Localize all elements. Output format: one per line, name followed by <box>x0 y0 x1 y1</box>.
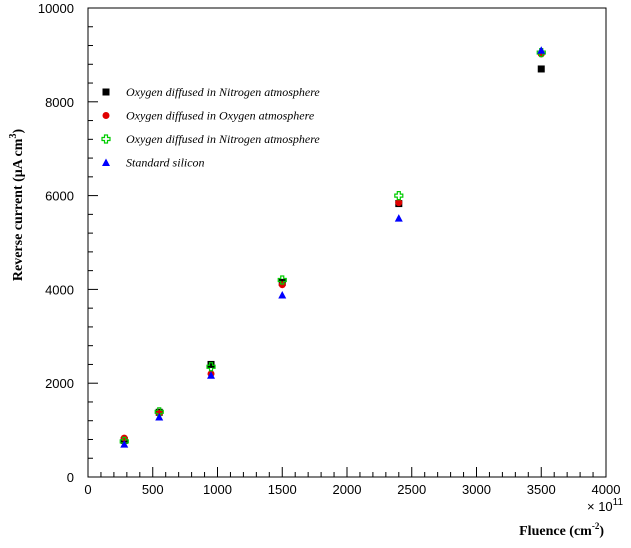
y-tick-label: 6000 <box>45 189 74 204</box>
y-tick-label: 4000 <box>45 282 74 297</box>
y-axis-title-close: ) <box>11 129 26 134</box>
data-points <box>119 46 546 448</box>
legend: Oxygen diffused in Nitrogen atmosphere Ox… <box>101 85 320 170</box>
x-tick-label: 2500 <box>397 482 426 497</box>
plot-frame <box>87 7 607 478</box>
y-axis-title-superscript: 3 <box>8 134 19 139</box>
data-point <box>394 191 404 201</box>
legend-marker <box>101 134 111 144</box>
x-axis-title-text: Fluence (cm <box>519 524 592 539</box>
data-point <box>537 65 545 73</box>
data-point <box>395 199 403 207</box>
x-multiplier-base: × 10 <box>587 499 613 514</box>
legend-item: Standard silicon <box>102 156 205 170</box>
legend-marker <box>102 88 110 96</box>
x-axis-title-close: ) <box>599 524 604 539</box>
legend-label: Standard silicon <box>126 156 205 170</box>
x-multiplier-exponent: 11 <box>613 497 624 508</box>
data-point <box>120 440 129 448</box>
x-axis-multiplier: × 1011 <box>587 497 623 514</box>
x-axis-title-superscript: -2 <box>592 521 600 531</box>
data-point <box>278 281 286 289</box>
legend-item: Oxygen diffused in Nitrogen atmosphere <box>101 132 320 146</box>
legend-label: Oxygen diffused in Oxygen atmosphere <box>126 109 315 123</box>
legend-marker <box>102 112 110 119</box>
y-tick-label: 8000 <box>45 95 74 110</box>
data-point <box>277 275 287 285</box>
legend-item: Oxygen diffused in Oxygen atmosphere <box>102 109 315 123</box>
x-tick-label: 1000 <box>203 482 232 497</box>
x-tick-label: 500 <box>142 482 164 497</box>
y-axis-title-text: Reverse current (μA cm <box>11 138 26 281</box>
legend-item: Oxygen diffused in Nitrogen atmosphere <box>102 85 320 99</box>
x-tick-label: 3000 <box>462 482 491 497</box>
x-tick-label: 2000 <box>333 482 362 497</box>
data-point <box>207 360 215 368</box>
legend-label: Oxygen diffused in Nitrogen atmosphere <box>126 132 320 146</box>
y-axis-tick-labels: 0 2000 4000 6000 8000 10000 <box>38 1 74 485</box>
y-axis-title: Reverse current (μA cm3) <box>8 129 26 282</box>
legend-marker <box>102 158 110 166</box>
data-point <box>537 46 546 54</box>
x-axis-ticks <box>87 467 607 477</box>
x-tick-label: 1500 <box>268 482 297 497</box>
x-tick-label: 0 <box>84 482 91 497</box>
x-tick-label: 3500 <box>527 482 556 497</box>
data-point <box>394 214 403 222</box>
y-tick-label: 0 <box>67 470 74 485</box>
y-axis-ticks <box>88 7 98 478</box>
legend-label: Oxygen diffused in Nitrogen atmosphere <box>126 85 320 99</box>
x-axis-title: Fluence (cm-2) <box>519 521 604 539</box>
x-axis-tick-labels: 0 500 1000 1500 2000 2500 3000 3500 4000 <box>84 482 620 497</box>
data-point <box>155 412 164 421</box>
y-tick-label: 2000 <box>45 376 74 391</box>
data-point <box>278 291 287 299</box>
data-point <box>207 371 216 379</box>
data-point <box>206 362 216 372</box>
x-tick-label: 4000 <box>592 482 621 497</box>
y-tick-label: 10000 <box>38 1 74 16</box>
